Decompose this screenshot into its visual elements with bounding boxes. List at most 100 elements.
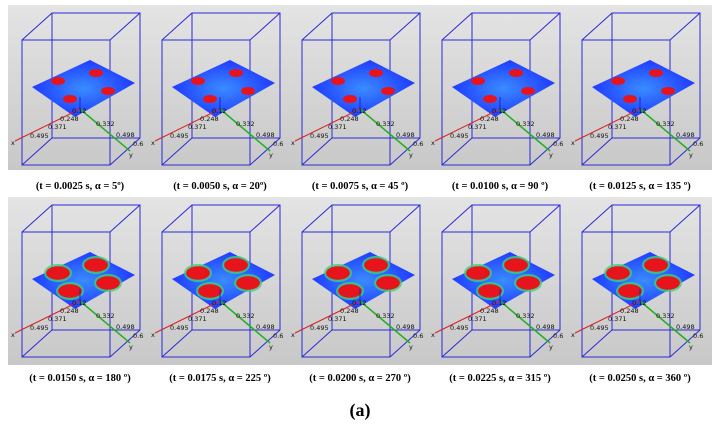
plate [172, 60, 275, 117]
y-tick-label: 0.498 [116, 131, 135, 139]
y-tick-label: 0.332 [656, 312, 675, 320]
y-axis [359, 300, 411, 344]
box-edge [301, 12, 333, 41]
field-blob [364, 258, 388, 272]
x-tick-label: 0.495 [170, 324, 189, 332]
y-axis-label: y [689, 343, 693, 351]
field-blob [618, 284, 642, 298]
x-axis [434, 300, 501, 334]
field-blob [331, 77, 345, 85]
x-tick-label: 0.12 [72, 107, 86, 115]
y-tick-label: 0.6 [413, 140, 423, 148]
y-tick-label: 0.332 [516, 312, 535, 320]
field-blob [198, 284, 222, 298]
field-blob [381, 87, 395, 95]
box-edge [389, 329, 421, 358]
y-tick-label: 0.6 [273, 140, 283, 148]
x-axis [294, 300, 361, 334]
y-axis-label: y [269, 343, 273, 351]
x-tick-label: 0.371 [608, 123, 627, 131]
y-tick-label: 0.498 [536, 131, 555, 139]
box-edge [109, 204, 141, 233]
y-axis-label: y [129, 151, 133, 159]
y-tick-label: 0.332 [656, 120, 675, 128]
y-tick-label: 0.332 [96, 312, 115, 320]
box-edge [581, 329, 613, 358]
x-tick-label: 0.248 [620, 115, 639, 123]
box-edge [441, 329, 473, 358]
x-tick-label: 0.248 [340, 307, 359, 315]
y-tick-label: 0.498 [256, 323, 275, 331]
field-blob [611, 77, 625, 85]
y-tick-label: 0.6 [273, 332, 283, 340]
box-edge [249, 12, 281, 41]
field-blob [241, 87, 255, 95]
y-axis [219, 300, 271, 344]
field-blob [649, 69, 663, 77]
field-blob [471, 77, 485, 85]
y-tick-label: 0.6 [553, 332, 563, 340]
x-tick-label: 0.495 [310, 324, 329, 332]
x-tick-label: 0.371 [48, 315, 67, 323]
field-blob [623, 95, 637, 103]
y-axis [359, 108, 411, 152]
x-axis [154, 300, 221, 334]
y-tick-label: 0.498 [536, 323, 555, 331]
x-tick-label: 0.371 [328, 315, 347, 323]
panel-caption: (t = 0.0025 s, α = 5º) [36, 181, 125, 192]
x-tick-label: 0.248 [60, 115, 79, 123]
x-axis [434, 108, 501, 142]
panel-caption: (t = 0.0050 s, α = 20º) [173, 181, 267, 192]
x-axis-label: x [571, 139, 575, 147]
box-edge [21, 137, 53, 166]
field-blob [369, 69, 383, 77]
y-tick-label: 0.332 [236, 312, 255, 320]
box-edge [581, 12, 613, 41]
panel-caption: (t = 0.0100 s, α = 90 º) [452, 181, 549, 192]
x-tick-label: 0.248 [60, 307, 79, 315]
field-blob [186, 266, 210, 280]
y-tick-label: 0.498 [396, 131, 415, 139]
x-axis-label: x [291, 139, 295, 147]
y-tick-label: 0.332 [516, 120, 535, 128]
box-edge [581, 137, 613, 166]
box-edge [21, 329, 53, 358]
y-tick-label: 0.332 [376, 312, 395, 320]
x-axis-label: x [151, 331, 155, 339]
y-axis-label: y [689, 151, 693, 159]
field-blob [478, 284, 502, 298]
x-tick-label: 0.12 [352, 107, 366, 115]
box-edge [389, 12, 421, 41]
box-edge [529, 137, 561, 166]
field-blob [58, 284, 82, 298]
box-edge [161, 12, 193, 41]
x-axis-label: x [11, 331, 15, 339]
x-axis [574, 108, 641, 142]
x-tick-label: 0.495 [170, 132, 189, 140]
x-tick-label: 0.371 [328, 123, 347, 131]
y-axis-label: y [129, 343, 133, 351]
x-axis-label: x [151, 139, 155, 147]
x-tick-label: 0.371 [468, 315, 487, 323]
plate [592, 60, 695, 117]
field-blob [338, 284, 362, 298]
y-tick-label: 0.6 [553, 140, 563, 148]
box-edge [249, 137, 281, 166]
plate [452, 60, 555, 117]
box-edge [389, 204, 421, 233]
box-edge [21, 12, 53, 41]
x-tick-label: 0.495 [450, 132, 469, 140]
field-blob [89, 69, 103, 77]
y-axis [499, 108, 551, 152]
x-tick-label: 0.371 [48, 123, 67, 131]
x-tick-label: 0.371 [608, 315, 627, 323]
box-edge [161, 137, 193, 166]
box-edge [669, 137, 701, 166]
box-edge [581, 204, 613, 233]
y-tick-label: 0.498 [676, 323, 695, 331]
x-tick-label: 0.371 [188, 315, 207, 323]
